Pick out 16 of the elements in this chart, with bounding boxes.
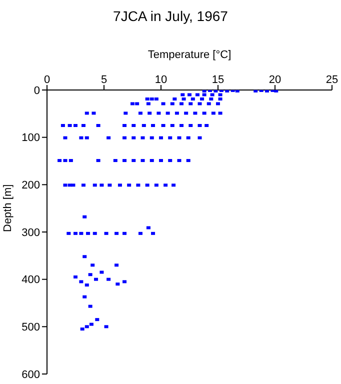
y-tick-label: 100	[22, 132, 40, 144]
x-tick-label: 10	[154, 74, 168, 86]
x-tick-label: 5	[100, 74, 108, 86]
x-tick-label: 20	[268, 74, 282, 86]
y-tick-label: 600	[22, 368, 40, 381]
x-axis-title: Temperature [°C]	[148, 49, 232, 61]
y-tick-label: 0	[34, 84, 40, 97]
y-tick-label: 400	[22, 274, 40, 286]
y-tick-label: 200	[22, 180, 40, 192]
x-tick-label: 0	[44, 74, 50, 86]
chart-title: 7JCA in July, 1967	[112, 8, 229, 24]
y-axis-title: Depth [m]	[2, 184, 14, 232]
y-tick-label: 300	[22, 226, 40, 239]
y-tick-label: 500	[22, 322, 40, 334]
x-tick-label: 15	[212, 74, 224, 86]
x-tick-label: 25	[326, 74, 338, 86]
